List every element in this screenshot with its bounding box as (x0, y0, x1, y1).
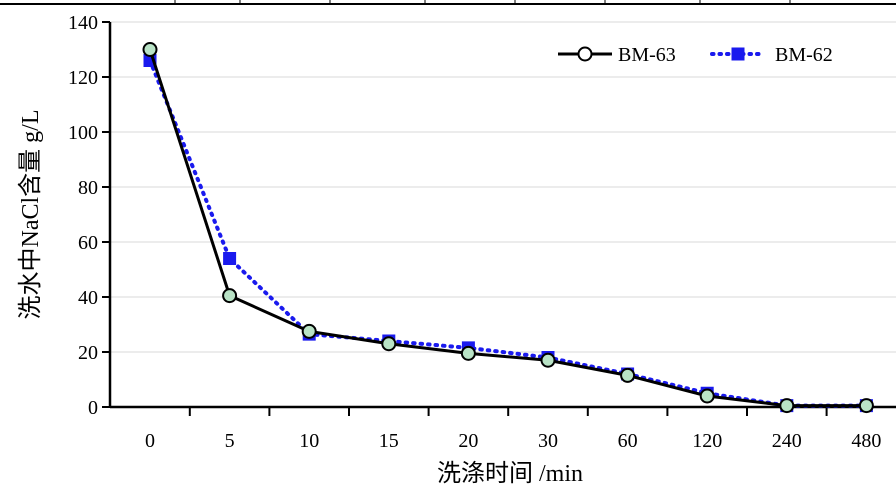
y-tick-label: 140 (68, 12, 98, 34)
x-tick-label: 15 (379, 430, 399, 452)
x-tick-label: 5 (225, 430, 235, 452)
legend: BM-63 BM-62 (558, 44, 833, 66)
x-tick-label: 480 (851, 430, 881, 452)
y-ticks: 0 20 40 60 80 100 120 140 (68, 12, 110, 419)
x-tick-label: 20 (458, 430, 478, 452)
legend-marker (731, 47, 745, 61)
y-tick-label: 100 (68, 122, 98, 144)
x-tick-label: 120 (692, 430, 722, 452)
data-point (222, 288, 238, 304)
series-bm-63 (142, 42, 874, 414)
legend-label: BM-62 (775, 44, 833, 66)
x-tick-label: 0 (145, 430, 155, 452)
y-tick-label: 40 (78, 287, 98, 309)
y-axis-title: 洗水中NaCl含量 g/L (17, 110, 44, 320)
y-tick-label: 60 (78, 232, 98, 254)
x-tick-label: 60 (618, 430, 638, 452)
y-tick-label: 0 (88, 397, 98, 419)
y-tick-label: 80 (78, 177, 98, 199)
x-tick-label: 240 (772, 430, 802, 452)
data-point (223, 252, 237, 265)
gridlines (110, 21, 896, 353)
data-point (460, 345, 476, 361)
data-point (858, 398, 874, 414)
data-point (620, 367, 636, 383)
series (142, 42, 874, 414)
legend-item-bm-62: BM-62 (710, 44, 833, 66)
data-point (381, 336, 397, 352)
x-ticks: 0 5 10 15 20 30 60 120 240 480 (145, 407, 881, 452)
x-tick-label: 30 (538, 430, 558, 452)
x-tick-label: 10 (299, 430, 319, 452)
x-axis-title: 洗涤时间 /min (437, 460, 583, 486)
axes (0, 0, 896, 409)
legend-marker (577, 46, 593, 62)
data-point (301, 323, 317, 339)
legend-label: BM-63 (618, 44, 676, 66)
y-tick-label: 120 (68, 67, 98, 89)
y-tick-label: 20 (78, 342, 98, 364)
data-point (142, 42, 158, 57)
data-point (540, 352, 556, 368)
legend-item-bm-63: BM-63 (558, 44, 676, 66)
data-point (779, 398, 795, 414)
series-line (148, 49, 867, 408)
series-line (148, 58, 869, 408)
data-point (699, 388, 715, 404)
